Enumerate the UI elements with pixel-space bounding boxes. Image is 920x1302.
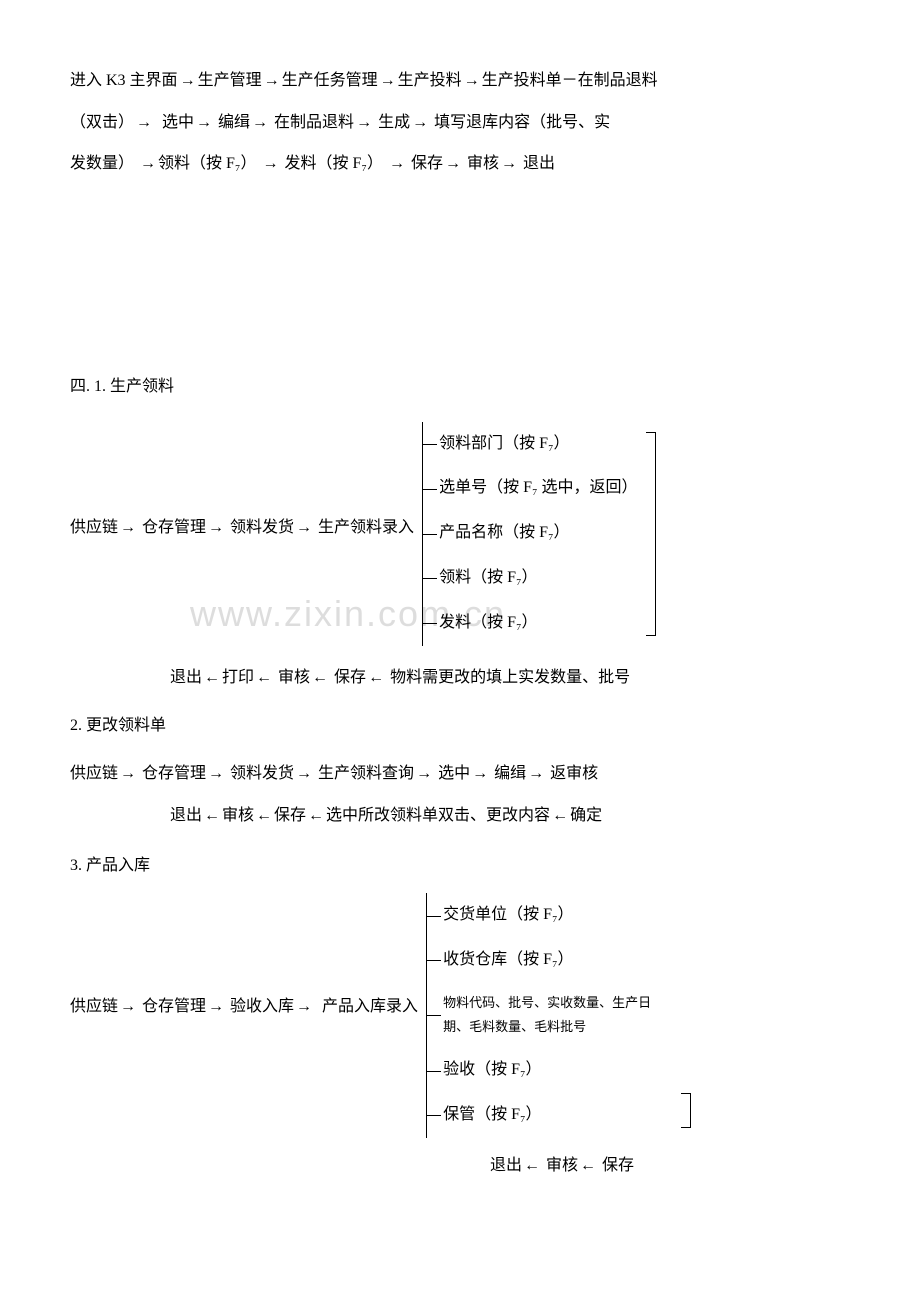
s4-branch0: 领料部门（按 F₇） bbox=[439, 422, 637, 467]
p1-l3-step2: 保存 bbox=[411, 155, 443, 172]
s2-c1-3: 生产领料查询 bbox=[318, 765, 414, 782]
arrow-right: → bbox=[140, 143, 156, 185]
arrow-right: → bbox=[208, 514, 224, 543]
s4-chain0: 供应链 bbox=[70, 519, 118, 536]
arrow-left: ← bbox=[204, 664, 220, 693]
s4-branch2: 产品名称（按 F₇） bbox=[439, 511, 637, 556]
arrow-right: → bbox=[252, 102, 268, 144]
s3-chain3: 产品入库录入 bbox=[322, 998, 418, 1015]
s2-c1-4: 选中 bbox=[438, 765, 470, 782]
p1-l2-step0: 选中 bbox=[162, 114, 194, 131]
s3-chain2: 验收入库 bbox=[230, 998, 294, 1015]
arrow-right: → bbox=[180, 60, 196, 102]
s4-chain2: 领料发货 bbox=[230, 519, 294, 536]
arrow-left: ← bbox=[552, 795, 568, 837]
s3-branch4: 保管（按 F₇） bbox=[443, 1093, 673, 1138]
arrow-right: → bbox=[208, 993, 224, 1022]
p1-l2-step2: 在制品退料 bbox=[274, 114, 354, 131]
s4-ret2: 审核 bbox=[278, 669, 310, 686]
arrow-right: → bbox=[296, 993, 312, 1022]
arrow-left: ← bbox=[312, 664, 328, 693]
s2-c1-6: 返审核 bbox=[550, 765, 598, 782]
s4-branch1: 选单号（按 F₇ 选中，返回） bbox=[439, 466, 637, 511]
p1-line3-pre: 发数量） bbox=[70, 155, 134, 172]
arrow-left: ← bbox=[308, 795, 324, 837]
s2-c2-1: 审核 bbox=[222, 807, 254, 824]
arrow-right: → bbox=[380, 60, 396, 102]
p1-line2-pre: （双击） bbox=[70, 114, 134, 131]
s3-ret0: 退出 bbox=[490, 1157, 522, 1174]
s4-ret1: 打印 bbox=[222, 669, 254, 686]
s3-branch2: 物料代码、批号、实收数量、生产日期、毛料数量、毛料批号 bbox=[443, 983, 673, 1048]
s3-branch3: 验收（按 F₇） bbox=[443, 1048, 673, 1093]
s3-branch1: 收货仓库（按 F₇） bbox=[443, 938, 673, 983]
p1-step1: 生产管理 bbox=[198, 72, 262, 89]
s4-chain1: 仓存管理 bbox=[142, 519, 206, 536]
arrow-right: → bbox=[263, 143, 279, 185]
p1-step2: 生产任务管理 bbox=[282, 72, 378, 89]
s4-ret0: 退出 bbox=[170, 669, 202, 686]
arrow-left: ← bbox=[256, 795, 272, 837]
arrow-right: → bbox=[501, 143, 517, 185]
arrow-left: ← bbox=[580, 1152, 596, 1181]
arrow-right: → bbox=[120, 514, 136, 543]
s2-c2-0: 退出 bbox=[170, 807, 202, 824]
arrow-right: → bbox=[412, 102, 428, 144]
arrow-left: ← bbox=[368, 664, 384, 693]
p1-step4: 生产投料单－在制品退料 bbox=[482, 72, 658, 89]
s2-c2-3: 选中所改领料单双击、更改内容 bbox=[326, 807, 550, 824]
s3-chain1: 仓存管理 bbox=[142, 998, 206, 1015]
s2-c1-2: 领料发货 bbox=[230, 765, 294, 782]
arrow-right: → bbox=[196, 102, 212, 144]
section-title-2: 2. 更改领料单 bbox=[70, 712, 850, 741]
s4-ret3: 保存 bbox=[334, 669, 366, 686]
arrow-right: → bbox=[445, 143, 461, 185]
arrow-right: → bbox=[264, 60, 280, 102]
s2-c1-5: 编缉 bbox=[494, 765, 526, 782]
arrow-right: → bbox=[120, 993, 136, 1022]
s2-flow: 供应链→ 仓存管理→ 领料发货→ 生产领料查询→ 选中→ 编缉→ 返审核 退出←… bbox=[70, 753, 850, 836]
arrow-right: → bbox=[296, 514, 312, 543]
p1-l3-step1: 发料（按 F₇） bbox=[285, 155, 383, 172]
p1-step3: 生产投料 bbox=[398, 72, 462, 89]
para-wip-return: 进入 K3 主界面→生产管理→生产任务管理→生产投料→生产投料单－在制品退料 （… bbox=[70, 60, 850, 185]
p1-l3-step0: 领料（按 F₇） bbox=[158, 155, 256, 172]
section-title-4-1: 四. 1. 生产领料 bbox=[70, 373, 850, 402]
p1-step0: 进入 K3 主界面 bbox=[70, 72, 178, 89]
s4-chain3: 生产领料录入 bbox=[318, 519, 414, 536]
arrow-right: → bbox=[208, 753, 224, 795]
s3-ret1: 审核 bbox=[546, 1157, 578, 1174]
arrow-right: → bbox=[464, 60, 480, 102]
s3-chain0: 供应链 bbox=[70, 998, 118, 1015]
arrow-left: ← bbox=[256, 664, 272, 693]
s4-branch3: 领料（按 F₇） bbox=[439, 556, 637, 601]
section-title-3: 3. 产品入库 bbox=[70, 852, 850, 881]
s2-c2-4: 确定 bbox=[570, 807, 602, 824]
arrow-right: → bbox=[356, 102, 372, 144]
arrow-right: → bbox=[528, 753, 544, 795]
arrow-right: → bbox=[389, 143, 405, 185]
s2-c1-0: 供应链 bbox=[70, 765, 118, 782]
arrow-right: → bbox=[120, 753, 136, 795]
s3-branch0: 交货单位（按 F₇） bbox=[443, 893, 673, 938]
s4-branch4: 发料（按 F₇） bbox=[439, 601, 637, 646]
arrow-right: → bbox=[296, 753, 312, 795]
p1-l2-step1: 编缉 bbox=[218, 114, 250, 131]
arrow-right: → bbox=[472, 753, 488, 795]
s2-c1-1: 仓存管理 bbox=[142, 765, 206, 782]
arrow-left: ← bbox=[204, 795, 220, 837]
p1-l3-step3: 审核 bbox=[467, 155, 499, 172]
s2-c2-2: 保存 bbox=[274, 807, 306, 824]
s3-ret2: 保存 bbox=[602, 1157, 634, 1174]
arrow-right: → bbox=[136, 102, 152, 144]
p1-l2-step4: 填写退库内容（批号、实 bbox=[434, 114, 610, 131]
s4-ret4: 物料需更改的填上实发数量、批号 bbox=[390, 669, 630, 686]
arrow-left: ← bbox=[524, 1152, 540, 1181]
p1-l2-step3: 生成 bbox=[378, 114, 410, 131]
p1-l3-step4: 退出 bbox=[523, 155, 555, 172]
arrow-right: → bbox=[416, 753, 432, 795]
